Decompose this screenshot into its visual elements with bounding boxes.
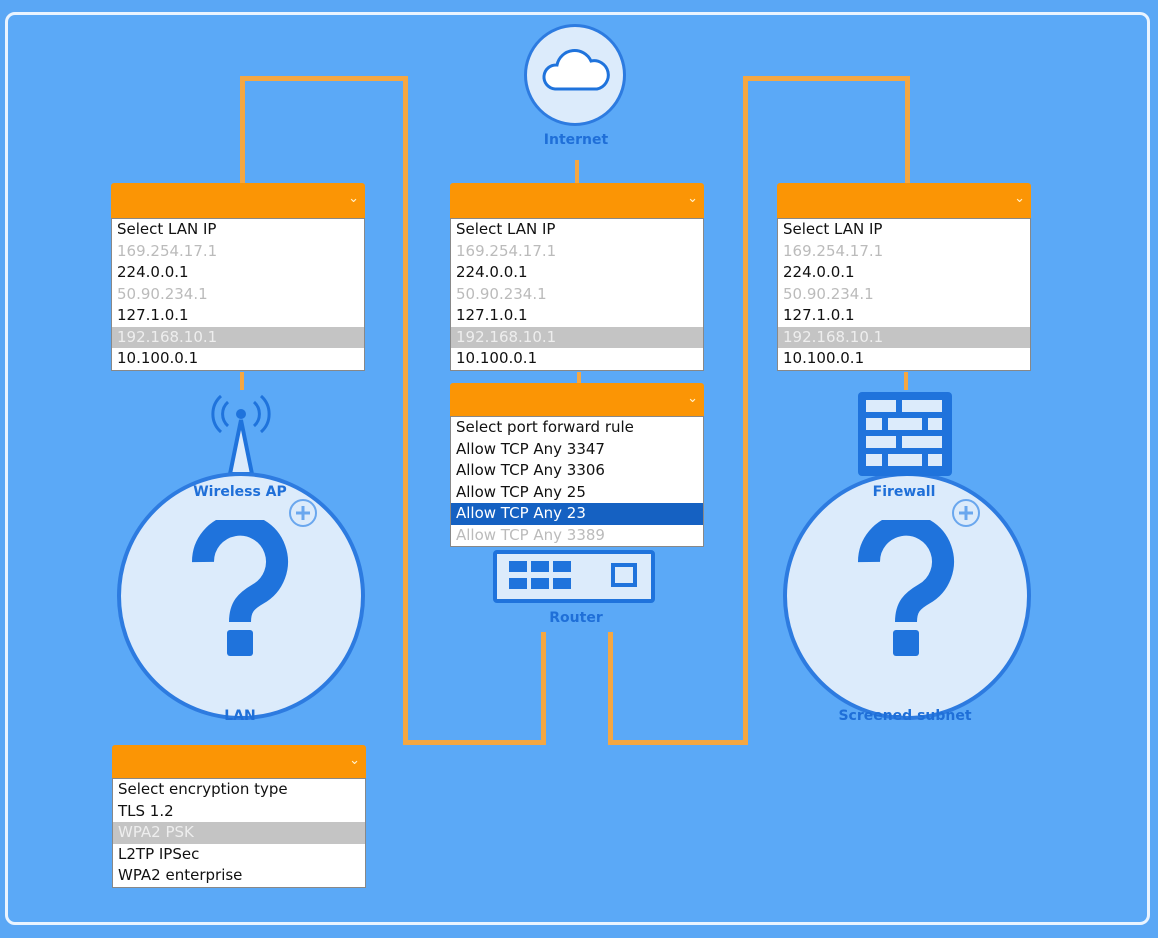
- lan-ip-dropdown-router[interactable]: ⌄ Select LAN IP 169.254.17.1 224.0.0.1 5…: [450, 183, 704, 371]
- option[interactable]: L2TP IPSec: [118, 844, 200, 863]
- connector: [608, 740, 748, 745]
- option[interactable]: WPA2 enterprise: [118, 866, 243, 884]
- lan-ip-dropdown-wireless-ap[interactable]: ⌄ Select LAN IP 169.254.17.1 224.0.0.1 5…: [111, 183, 365, 371]
- router-icon[interactable]: [493, 550, 655, 603]
- encryption-type-dropdown[interactable]: ⌄ Select encryption type TLS 1.2 WPA2 PS…: [112, 745, 366, 888]
- option[interactable]: 50.90.234.1: [783, 284, 874, 303]
- connector: [403, 740, 546, 745]
- cloud-icon: [542, 49, 610, 91]
- screened-subnet-label: Screened subnet: [838, 708, 972, 724]
- chevron-down-icon[interactable]: ⌄: [687, 391, 698, 406]
- option-selected[interactable]: Allow TCP Any 23: [451, 503, 703, 525]
- connector: [240, 372, 244, 390]
- internet-label: Internet: [543, 132, 609, 148]
- question-mark-icon: [191, 520, 288, 656]
- option[interactable]: Select LAN IP: [456, 220, 556, 238]
- option[interactable]: 192.168.10.1: [112, 326, 364, 348]
- connector: [608, 632, 613, 745]
- connector: [403, 76, 408, 745]
- wireless-ap-label: Wireless AP: [193, 484, 287, 500]
- lan-ip-dropdown-firewall[interactable]: ⌄ Select LAN IP 169.254.17.1 224.0.0.1 5…: [777, 183, 1031, 371]
- wireless-antenna-icon: [211, 394, 271, 476]
- option[interactable]: 50.90.234.1: [117, 284, 208, 303]
- option[interactable]: 169.254.17.1: [456, 241, 557, 260]
- chevron-down-icon[interactable]: ⌄: [1014, 191, 1025, 206]
- connector: [541, 632, 546, 745]
- option[interactable]: Allow TCP Any 25: [456, 482, 586, 501]
- firewall-label: Firewall: [872, 484, 936, 500]
- chevron-down-icon[interactable]: ⌄: [687, 191, 698, 206]
- option[interactable]: 10.100.0.1: [456, 349, 538, 367]
- option[interactable]: 127.1.0.1: [117, 306, 189, 324]
- internet-node: [524, 24, 626, 126]
- option[interactable]: 169.254.17.1: [783, 241, 884, 260]
- chevron-down-icon[interactable]: ⌄: [348, 191, 359, 206]
- option[interactable]: Select LAN IP: [117, 220, 217, 238]
- option[interactable]: TLS 1.2: [118, 801, 174, 820]
- connector: [240, 76, 245, 184]
- lan-label: LAN: [224, 708, 256, 724]
- option[interactable]: 127.1.0.1: [783, 306, 855, 324]
- option[interactable]: 50.90.234.1: [456, 284, 547, 303]
- port-forward-dropdown[interactable]: ⌄ Select port forward rule Allow TCP Any…: [450, 383, 704, 547]
- option[interactable]: WPA2 PSK: [113, 822, 365, 844]
- plus-circle-icon[interactable]: [288, 498, 318, 528]
- connector: [743, 76, 748, 745]
- brick-wall-icon: [858, 392, 952, 476]
- connector: [743, 76, 910, 81]
- connector: [575, 160, 579, 184]
- question-mark-icon: [857, 520, 954, 656]
- plus-circle-icon[interactable]: [951, 498, 981, 528]
- chevron-down-icon[interactable]: ⌄: [349, 753, 360, 768]
- option[interactable]: 169.254.17.1: [117, 241, 218, 260]
- option[interactable]: 224.0.0.1: [456, 263, 528, 281]
- option[interactable]: 192.168.10.1: [451, 326, 703, 348]
- router-label: Router: [549, 610, 603, 626]
- option[interactable]: Select LAN IP: [783, 220, 883, 238]
- option[interactable]: Allow TCP Any 3347: [456, 439, 605, 458]
- connector: [240, 76, 408, 81]
- connector: [904, 372, 908, 390]
- option[interactable]: Allow TCP Any 3389: [456, 525, 605, 544]
- option[interactable]: 127.1.0.1: [456, 306, 528, 324]
- option[interactable]: 10.100.0.1: [117, 349, 199, 367]
- option[interactable]: 10.100.0.1: [783, 349, 865, 367]
- connector: [905, 76, 910, 184]
- connector: [577, 372, 581, 384]
- option[interactable]: Allow TCP Any 3306: [456, 461, 605, 479]
- option[interactable]: Select port forward rule: [456, 418, 634, 436]
- option[interactable]: 224.0.0.1: [783, 263, 855, 281]
- option[interactable]: 224.0.0.1: [117, 263, 189, 281]
- option[interactable]: Select encryption type: [118, 780, 288, 798]
- option[interactable]: 192.168.10.1: [778, 326, 1030, 348]
